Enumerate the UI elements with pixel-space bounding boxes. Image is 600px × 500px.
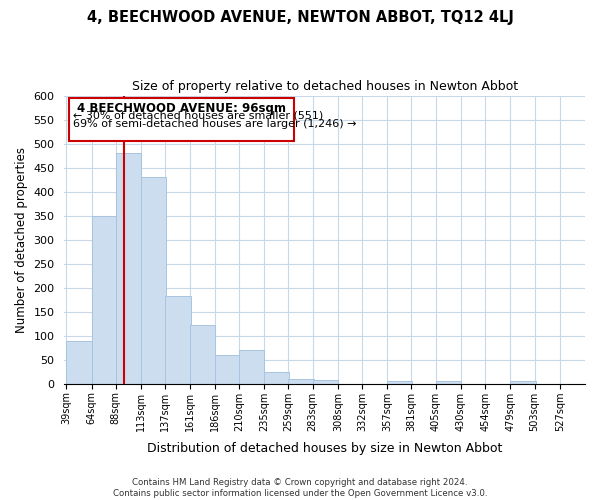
Bar <box>289 379 314 384</box>
Text: 4, BEECHWOOD AVENUE, NEWTON ABBOT, TQ12 4LJ: 4, BEECHWOOD AVENUE, NEWTON ABBOT, TQ12 … <box>86 10 514 25</box>
Bar <box>239 350 264 384</box>
Bar <box>387 382 412 384</box>
Text: Contains HM Land Registry data © Crown copyright and database right 2024.
Contai: Contains HM Land Registry data © Crown c… <box>113 478 487 498</box>
Bar <box>141 177 166 384</box>
X-axis label: Distribution of detached houses by size in Newton Abbot: Distribution of detached houses by size … <box>147 442 502 455</box>
Bar <box>215 355 240 384</box>
Bar <box>67 340 92 384</box>
Bar <box>436 382 461 384</box>
Bar <box>190 324 215 384</box>
Text: 69% of semi-detached houses are larger (1,246) →: 69% of semi-detached houses are larger (… <box>73 119 357 129</box>
Bar <box>313 380 338 384</box>
Text: 4 BEECHWOOD AVENUE: 96sqm: 4 BEECHWOOD AVENUE: 96sqm <box>77 102 286 115</box>
Text: ← 30% of detached houses are smaller (551): ← 30% of detached houses are smaller (55… <box>73 110 324 120</box>
FancyBboxPatch shape <box>70 98 295 141</box>
Y-axis label: Number of detached properties: Number of detached properties <box>15 146 28 332</box>
Bar <box>264 372 289 384</box>
Bar <box>92 216 117 384</box>
Bar <box>116 153 141 384</box>
Bar <box>165 296 191 384</box>
Title: Size of property relative to detached houses in Newton Abbot: Size of property relative to detached ho… <box>131 80 518 93</box>
Bar <box>511 382 536 384</box>
